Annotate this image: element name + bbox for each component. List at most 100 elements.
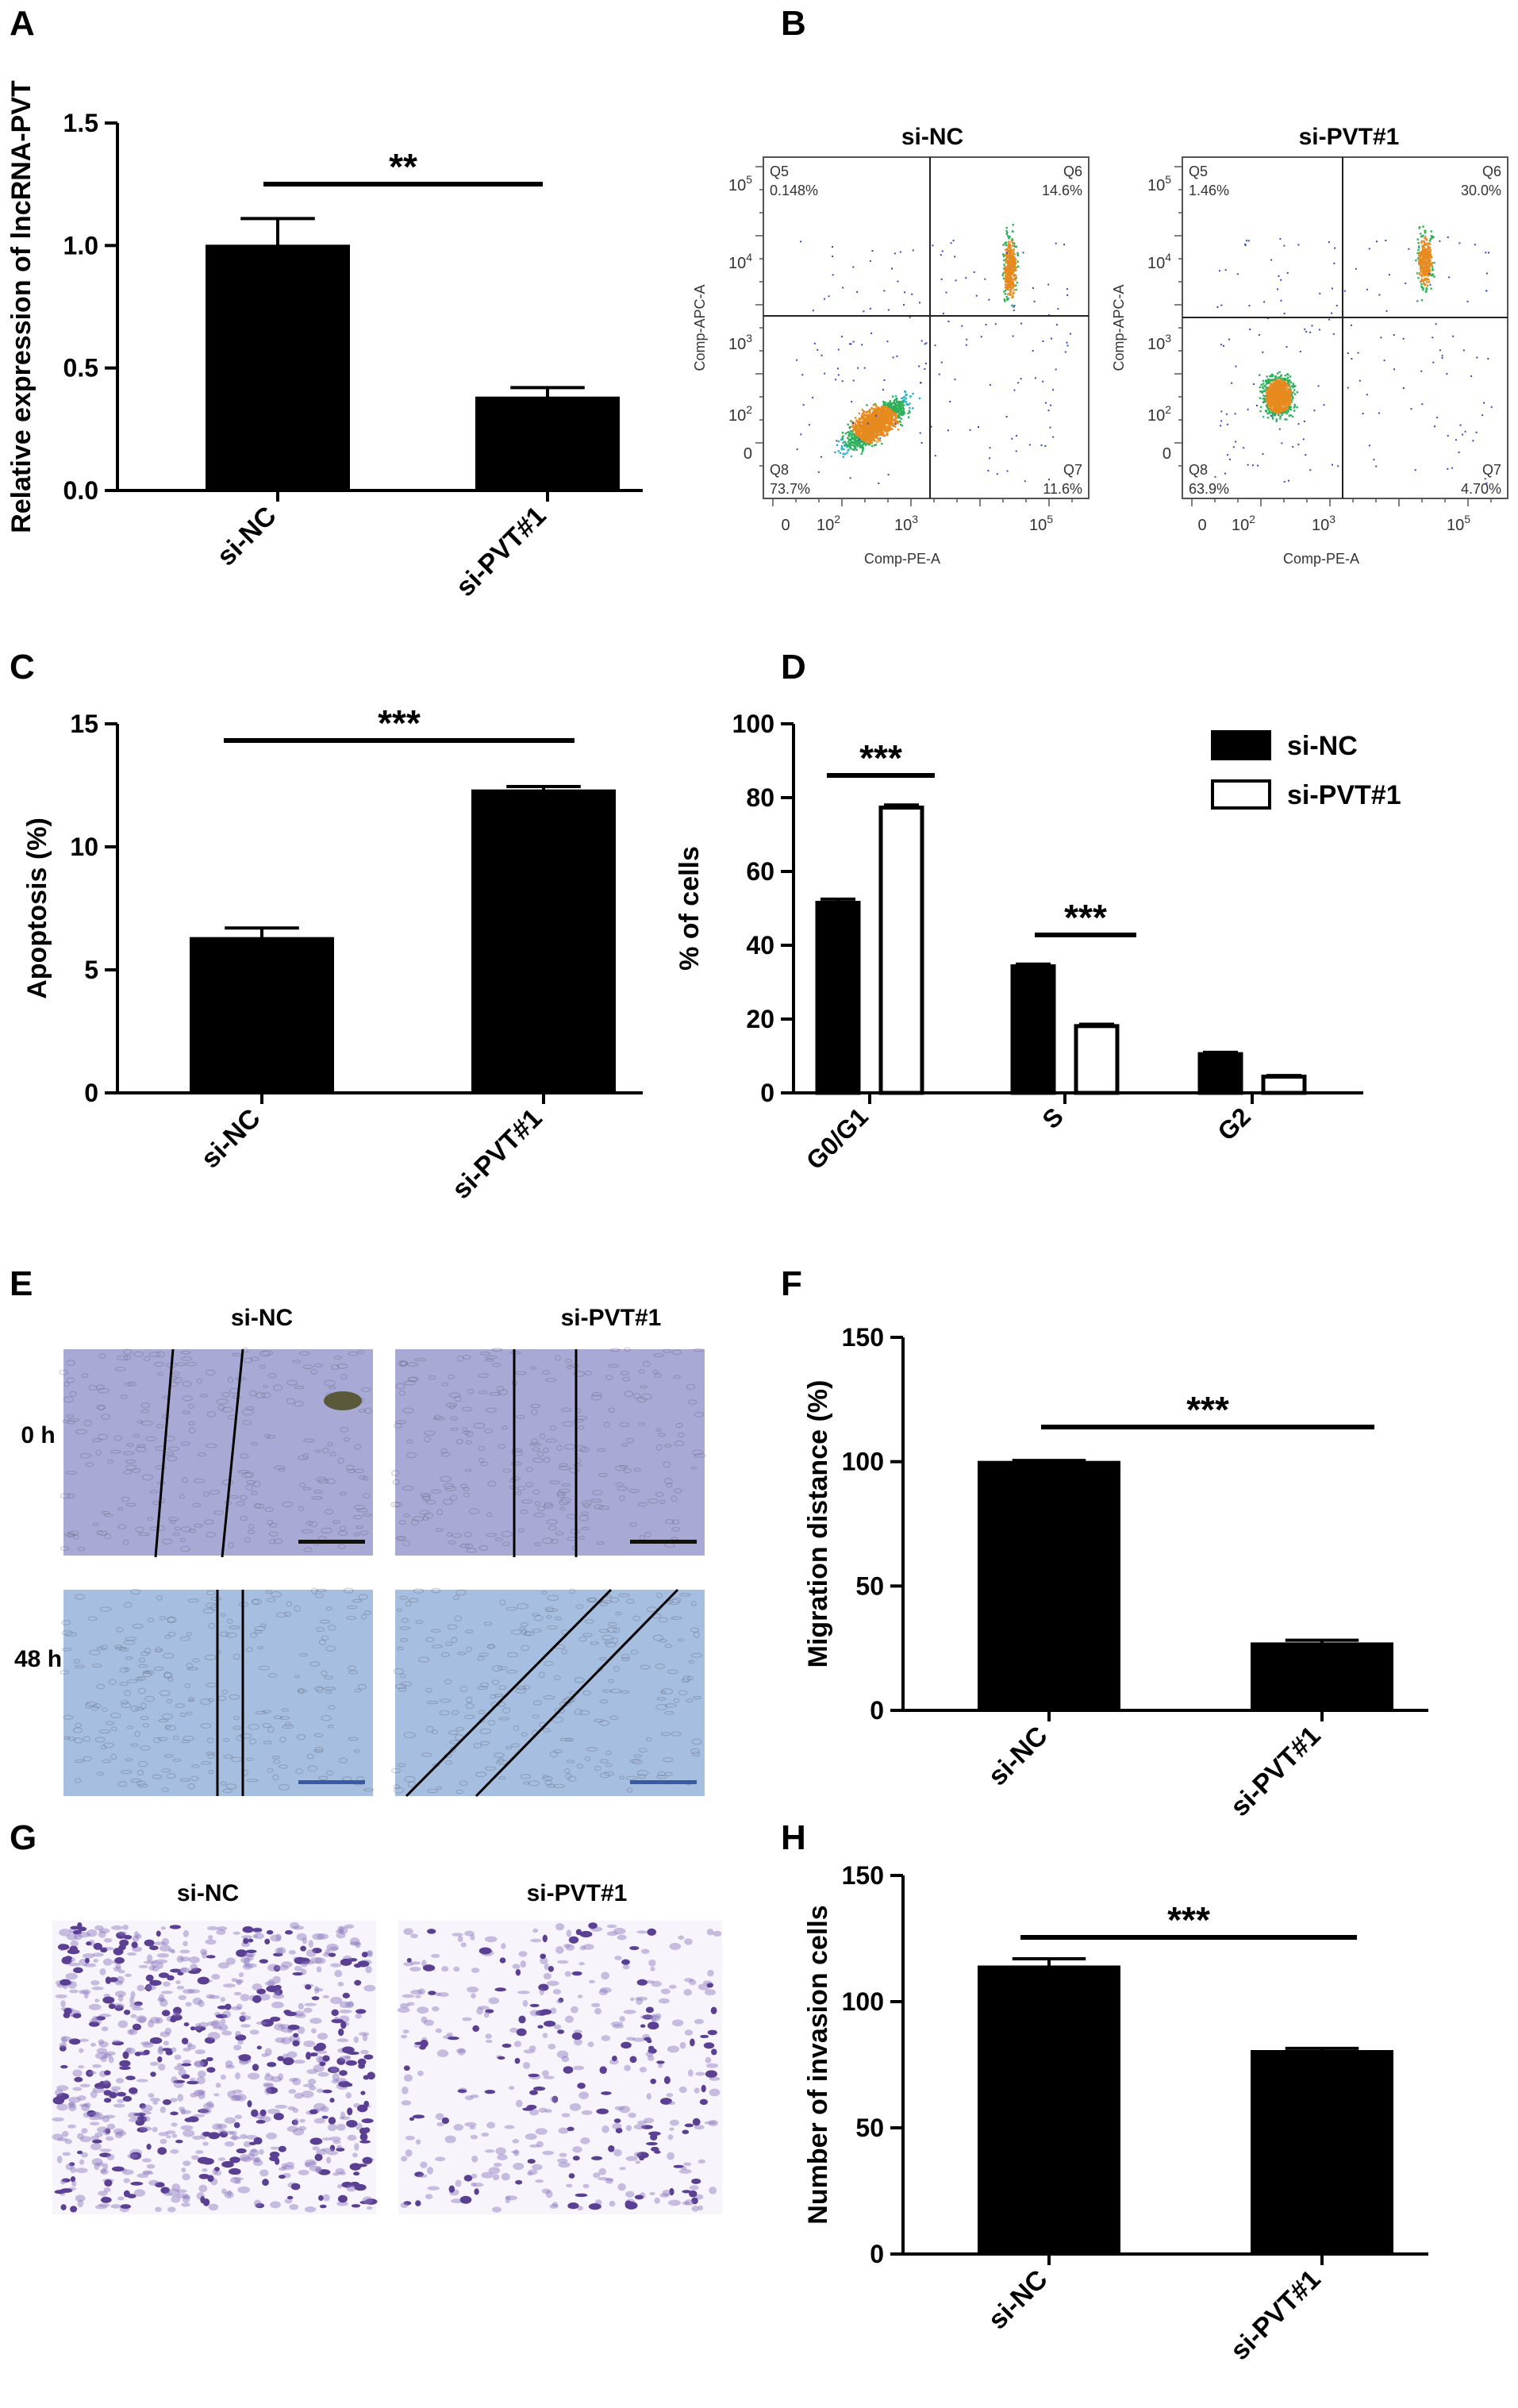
flow-event-dot	[1270, 387, 1273, 390]
flow-event-dot	[1050, 404, 1051, 406]
flow-event-dot	[1266, 379, 1269, 382]
flow-event-dot	[1249, 329, 1251, 330]
flow-event-dot	[1275, 420, 1278, 422]
flow-event-dot	[1009, 257, 1011, 260]
cell-texture	[638, 1369, 645, 1374]
cell-texture	[229, 1494, 240, 1499]
flow-event-dot	[865, 421, 867, 423]
flow-event-dot	[1426, 273, 1428, 276]
flow-event-dot	[1006, 266, 1009, 268]
flow-event-dot	[858, 425, 861, 428]
flow-event-dot	[1427, 256, 1429, 258]
flow-event-dot	[1275, 379, 1278, 382]
flow-event-dot	[1420, 235, 1423, 238]
flow-event-dot	[1013, 310, 1015, 312]
flow-event-dot	[812, 310, 814, 312]
cell-texture	[204, 1654, 217, 1661]
cell-texture	[93, 1522, 99, 1527]
cell-texture	[221, 1406, 234, 1413]
cell-texture	[114, 1367, 126, 1371]
flow-event-dot	[1278, 395, 1282, 398]
cell-texture	[241, 1472, 253, 1479]
flow-event-dot	[969, 429, 971, 431]
flow-event-dot	[894, 420, 897, 422]
flow-event-dot	[895, 410, 898, 413]
flow-event-dot	[1337, 465, 1339, 467]
flow-event-dot	[1447, 467, 1449, 470]
cell-texture	[478, 1373, 490, 1379]
cell-texture	[675, 1422, 683, 1429]
flow-event-dot	[1270, 379, 1273, 382]
flow-event-dot	[1285, 408, 1287, 410]
flow-event-dot	[884, 413, 886, 416]
quadrant-percent: 1.46%	[1189, 183, 1229, 198]
flow-event-dot	[919, 302, 920, 304]
flow-event-dot	[1066, 294, 1069, 296]
flow-event-dot	[809, 424, 810, 426]
flow-event-dot	[1484, 478, 1486, 480]
flow-event-dot	[1012, 263, 1014, 267]
cell-texture	[317, 1479, 329, 1484]
cell-texture	[262, 1722, 272, 1729]
cell-texture	[677, 1432, 685, 1438]
flow-event-dot	[1274, 381, 1278, 383]
flow-event-dot	[879, 433, 882, 436]
flow-event-dot	[892, 408, 894, 410]
flow-event-dot	[897, 417, 899, 419]
legend-swatch	[1211, 730, 1271, 760]
flow-event-dot	[1066, 344, 1069, 347]
flow-event-dot	[1042, 340, 1044, 342]
flow-event-dot	[870, 425, 874, 428]
flow-event-dot	[868, 414, 871, 417]
cell-texture	[348, 1737, 359, 1741]
flow-event-dot	[859, 437, 862, 439]
cell-texture	[140, 1409, 149, 1414]
flow-event-dot	[885, 414, 887, 417]
flow-event-dot	[1296, 406, 1298, 409]
flow-event-dot	[1009, 275, 1011, 278]
flow-event-dot	[1426, 249, 1428, 252]
flow-event-dot	[900, 414, 903, 417]
flow-y-tick-exponent: 4	[746, 251, 752, 263]
cell-texture	[75, 1722, 82, 1729]
cell-texture	[484, 1358, 494, 1362]
flow-event-dot	[1012, 295, 1014, 298]
cell-texture	[489, 1391, 502, 1396]
cell-texture	[663, 1461, 671, 1468]
cell-texture	[486, 1512, 492, 1518]
cell-texture	[315, 1449, 321, 1453]
flow-event-dot	[1013, 263, 1016, 266]
flow-event-dot	[1270, 407, 1273, 410]
flow-event-dot	[1017, 265, 1020, 267]
flow-event-dot	[1002, 253, 1005, 256]
flow-event-dot	[1274, 398, 1276, 400]
flow-event-dot	[890, 409, 894, 412]
flow-event-dot	[1317, 385, 1320, 387]
flow-event-dot	[1275, 383, 1278, 385]
cell-texture	[119, 1682, 129, 1687]
flow-event-dot	[1476, 356, 1478, 359]
cell-texture	[573, 1371, 586, 1377]
flow-event-dot	[1265, 383, 1268, 385]
flow-event-dot	[862, 448, 864, 451]
flow-event-dot	[1424, 236, 1427, 238]
flow-event-dot	[1417, 261, 1420, 263]
cell-texture	[140, 1421, 153, 1426]
flow-event-dot	[1423, 267, 1426, 270]
flow-event-dot	[1262, 452, 1264, 455]
cell-texture	[207, 1753, 215, 1760]
flow-event-dot	[1235, 365, 1237, 367]
flow-event-dot	[1385, 310, 1388, 312]
cell-texture	[644, 1532, 651, 1538]
flow-event-dot	[887, 309, 890, 311]
flow-event-dot	[1292, 391, 1294, 394]
flow-event-dot	[857, 427, 859, 429]
flow-event-dot	[864, 433, 867, 435]
flow-event-dot	[851, 438, 854, 440]
flow-event-dot	[1289, 408, 1293, 411]
flow-event-dot	[1005, 230, 1008, 233]
flow-event-dot	[1423, 251, 1425, 253]
cell-texture	[398, 1390, 405, 1396]
flow-event-dot	[1009, 282, 1011, 284]
